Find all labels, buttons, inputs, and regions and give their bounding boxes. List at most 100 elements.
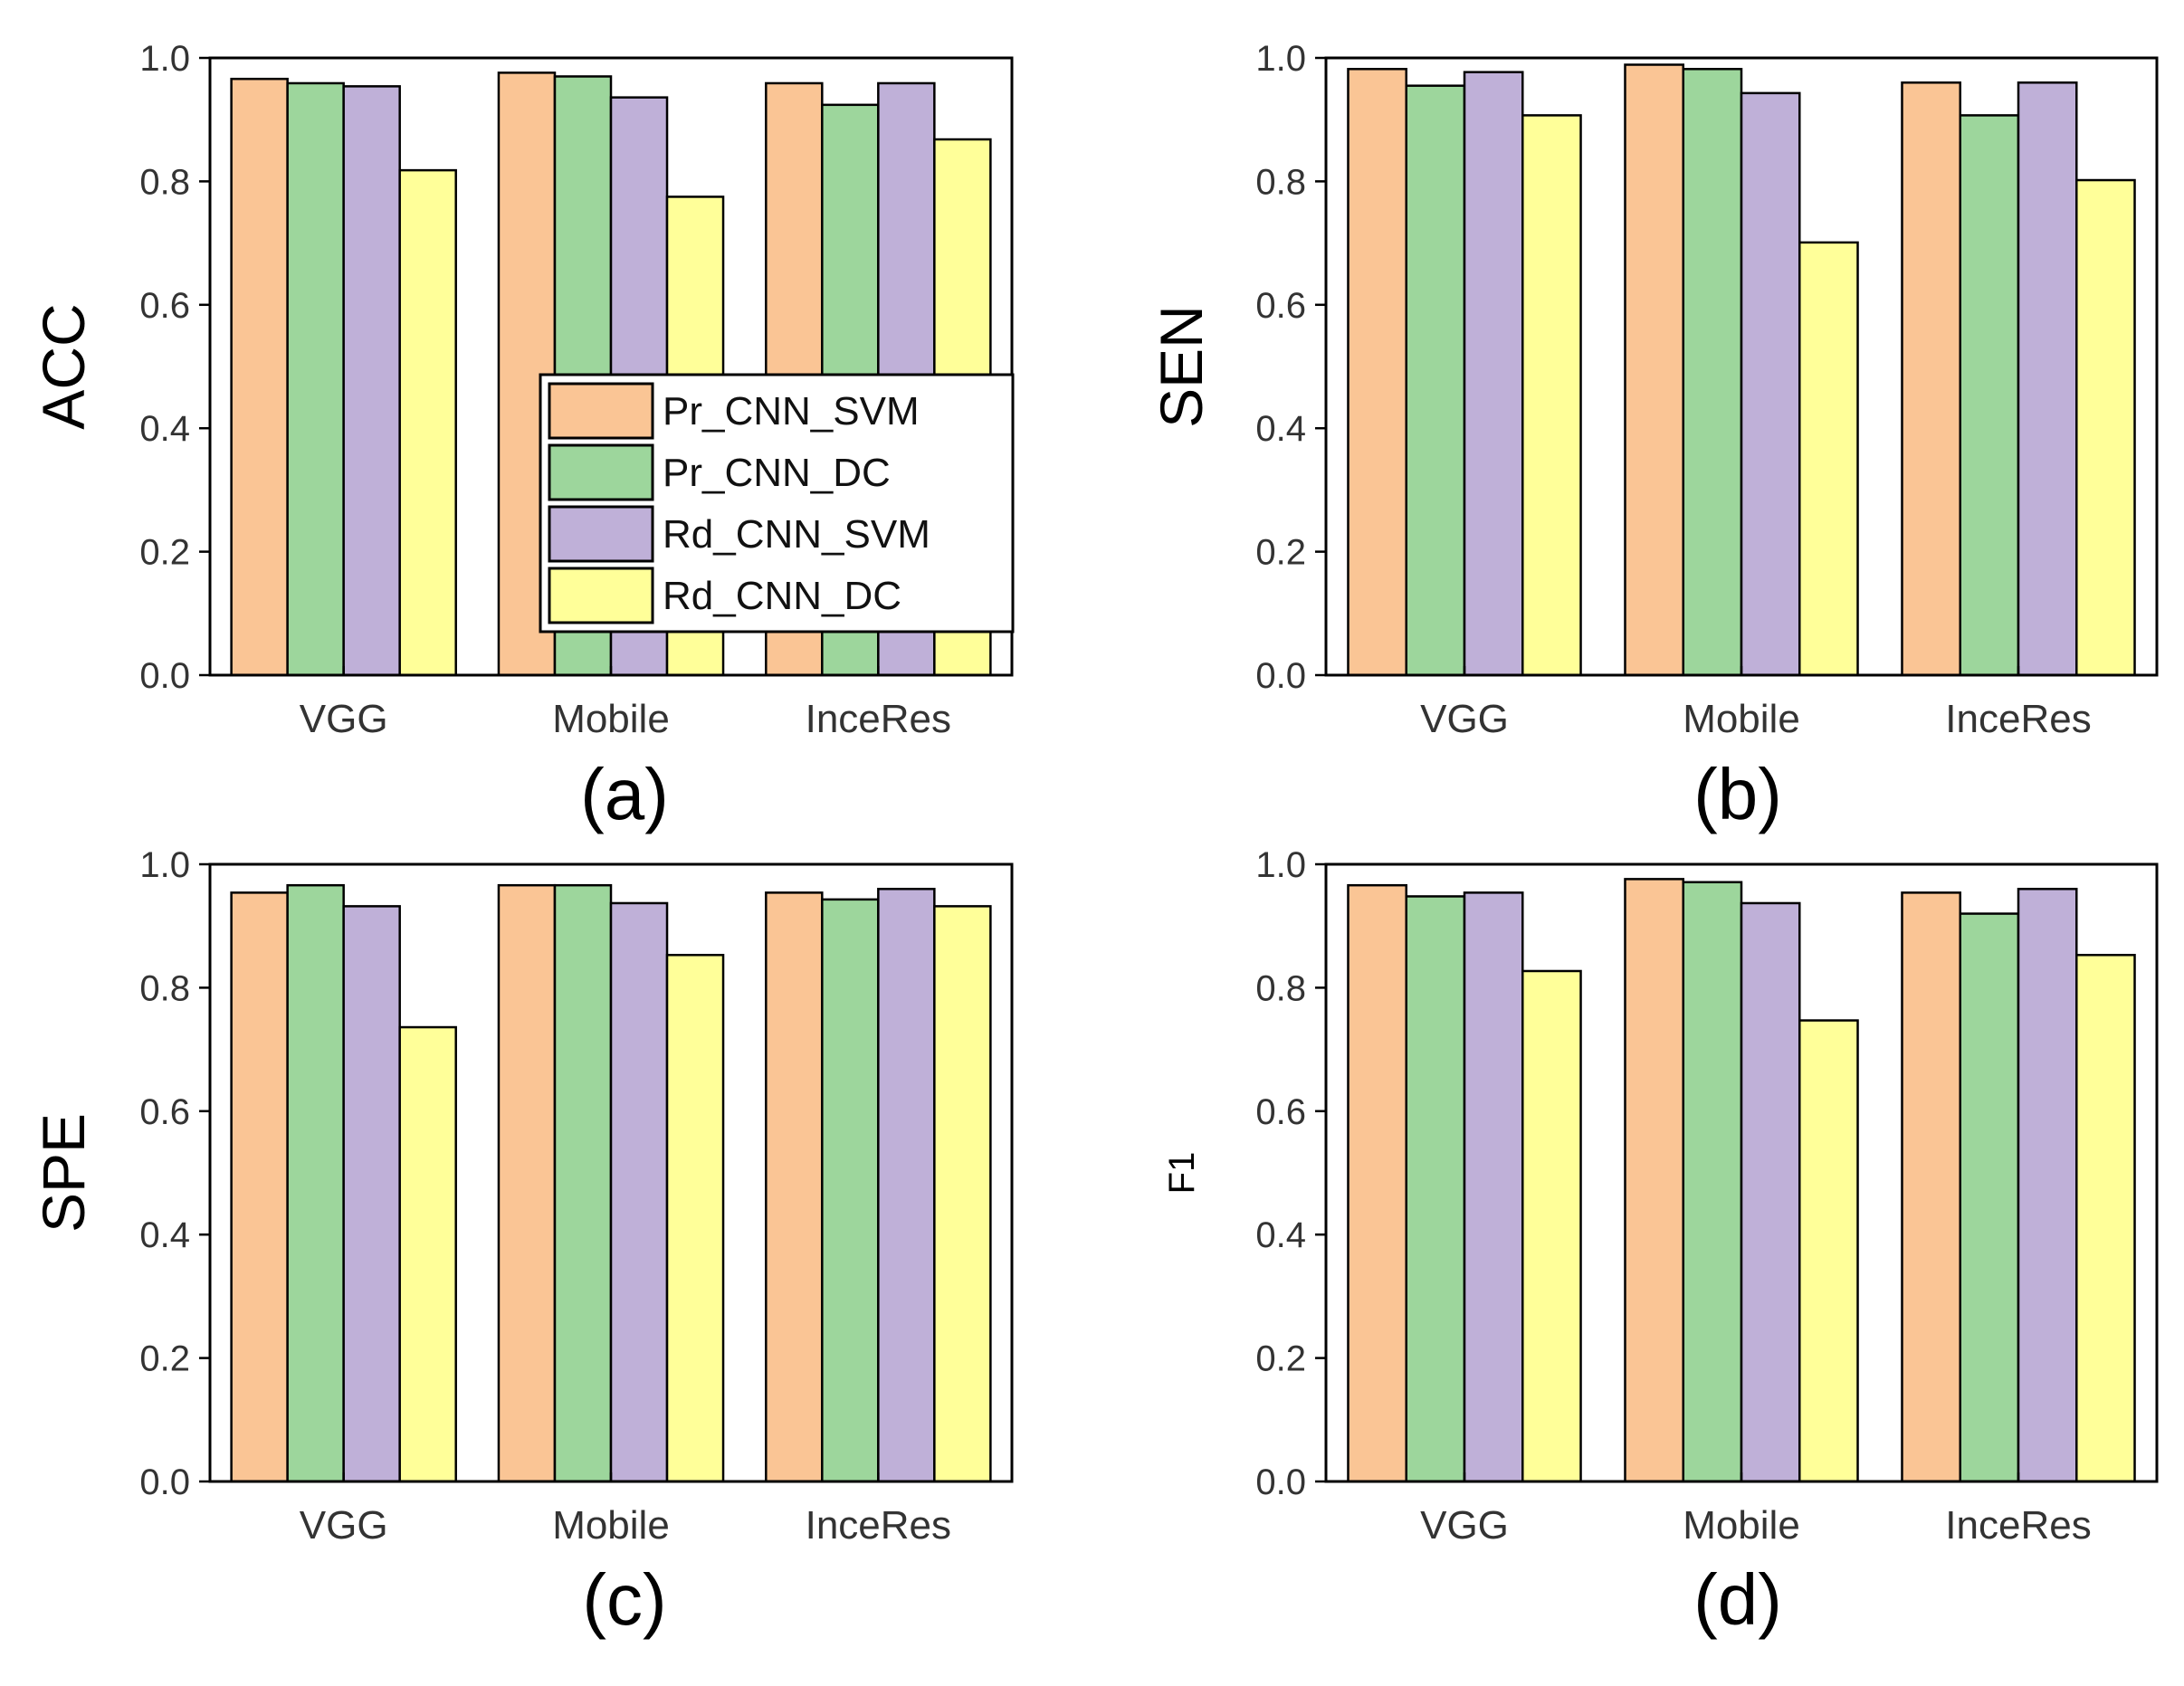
y-tick-label: 0.2: [1255, 533, 1306, 573]
bar: [286, 81, 345, 677]
bar: [821, 898, 880, 1483]
x-tick-label: InceRes: [1945, 1503, 2091, 1548]
bar: [933, 905, 992, 1483]
x-tick-label: InceRes: [806, 697, 951, 741]
x-tick-label: VGG: [300, 697, 388, 741]
bar: [1405, 84, 1466, 677]
legend-entry: Pr_CNN_SVM: [663, 389, 920, 433]
y-tick-label: 0.0: [139, 1462, 190, 1502]
bar: [1798, 241, 1859, 677]
y-tick-label: 0.2: [139, 533, 190, 573]
y-axis-label: ACC: [30, 303, 97, 429]
bar: [665, 954, 725, 1483]
y-axis-label: SPE: [30, 1113, 97, 1233]
bar: [342, 85, 401, 677]
bar: [1347, 68, 1407, 677]
y-tick-label: 1.0: [1255, 39, 1306, 79]
x-tick-label: Mobile: [552, 1503, 670, 1548]
bar: [553, 883, 613, 1483]
x-tick-label: VGG: [1420, 1503, 1509, 1548]
x-tick-label: Mobile: [1683, 697, 1800, 741]
panel-c: VGG Mobile InceRes 0.0 0.2 0.4 0.6 0.8 1.0 SPE (c): [30, 845, 1014, 1640]
bar: [1521, 969, 1582, 1483]
y-tick-label: 0.8: [139, 162, 190, 202]
y-tick-label: 0.4: [1255, 1215, 1306, 1255]
bar: [1521, 114, 1582, 677]
bar: [1798, 1019, 1859, 1483]
bar: [2075, 954, 2136, 1483]
legend-swatch: [548, 382, 654, 440]
bar: [1682, 881, 1743, 1483]
y-tick-label: 0.2: [139, 1339, 190, 1379]
bar: [398, 168, 457, 677]
bar: [1463, 891, 1524, 1483]
bar: [497, 883, 557, 1483]
bar: [1463, 71, 1524, 677]
bar: [1901, 81, 1961, 677]
y-axis-label: F1: [1162, 1152, 1202, 1195]
bar: [609, 901, 669, 1483]
y-tick-label: 0.4: [1255, 409, 1306, 449]
legend-entry: Pr_CNN_DC: [663, 451, 891, 495]
bar: [2017, 81, 2078, 677]
x-tick-label: Mobile: [1683, 1503, 1800, 1548]
bar: [1682, 68, 1743, 677]
bar: [398, 1025, 457, 1483]
y-tick-label: 0.8: [139, 968, 190, 1008]
y-tick-label: 0.4: [139, 409, 190, 449]
y-tick-label: 0.6: [139, 286, 190, 326]
bar: [1405, 895, 1466, 1483]
y-tick-label: 0.0: [139, 656, 190, 696]
bar: [286, 883, 345, 1483]
x-tick-label: VGG: [300, 1503, 388, 1548]
legend-entry: Rd_CNN_DC: [663, 574, 901, 618]
y-tick-label: 1.0: [1255, 845, 1306, 885]
y-tick-label: 0.6: [139, 1092, 190, 1132]
x-tick-label: VGG: [1420, 697, 1509, 741]
bar: [1959, 912, 2020, 1483]
panel-label: (a): [580, 754, 669, 834]
panel-b: VGG Mobile InceRes 0.0 0.2 0.4 0.6 0.8 1.0 SEN (b): [1148, 39, 2159, 834]
y-tick-label: 0.6: [1255, 1092, 1306, 1132]
y-tick-label: 0.6: [1255, 286, 1306, 326]
legend-swatch: [548, 505, 654, 563]
legend-entry: Rd_CNN_SVM: [663, 512, 930, 557]
bar: [765, 891, 824, 1483]
bar: [1901, 891, 1961, 1483]
panel-label: (c): [582, 1559, 666, 1640]
legend-swatch: [548, 567, 654, 624]
y-tick-label: 0.2: [1255, 1339, 1306, 1379]
bar: [1959, 114, 2020, 677]
x-tick-label: Mobile: [552, 697, 670, 741]
bar: [1624, 878, 1684, 1483]
y-tick-label: 1.0: [139, 39, 190, 79]
bar: [2075, 178, 2136, 677]
panel-a: VGG Mobile InceRes 0.0 0.2 0.4 0.6 0.8 1.0 ACC (a)…: [30, 39, 1015, 834]
y-axis-label: SEN: [1148, 305, 1215, 428]
bar: [2017, 888, 2078, 1483]
x-tick-label: InceRes: [1945, 697, 2091, 741]
y-tick-label: 0.4: [139, 1215, 190, 1255]
bar: [1347, 883, 1407, 1483]
bar: [1740, 901, 1801, 1483]
panel-label: (d): [1693, 1559, 1782, 1640]
panel-d: VGG Mobile InceRes 0.0 0.2 0.4 0.6 0.8 1.0 F1 (d): [1162, 845, 2159, 1640]
y-tick-label: 0.0: [1255, 656, 1306, 696]
bar: [1624, 63, 1684, 677]
y-tick-label: 0.0: [1255, 1462, 1306, 1502]
y-tick-label: 0.8: [1255, 968, 1306, 1008]
bar: [1740, 91, 1801, 677]
bar: [230, 77, 289, 677]
bar: [342, 905, 401, 1483]
bar: [877, 888, 936, 1483]
x-tick-label: InceRes: [806, 1503, 951, 1548]
y-tick-label: 0.8: [1255, 162, 1306, 202]
legend: Pr_CNN_SVM Pr_CNN_DC Rd_CNN_SVM Rd_CNN_DC: [539, 373, 1015, 633]
bar: [230, 891, 289, 1483]
plot-frame: [1324, 862, 2159, 1483]
plot-frame: [208, 56, 1014, 677]
y-tick-label: 1.0: [139, 845, 190, 885]
plot-frame: [1324, 56, 2159, 677]
panel-label: (b): [1693, 754, 1782, 834]
